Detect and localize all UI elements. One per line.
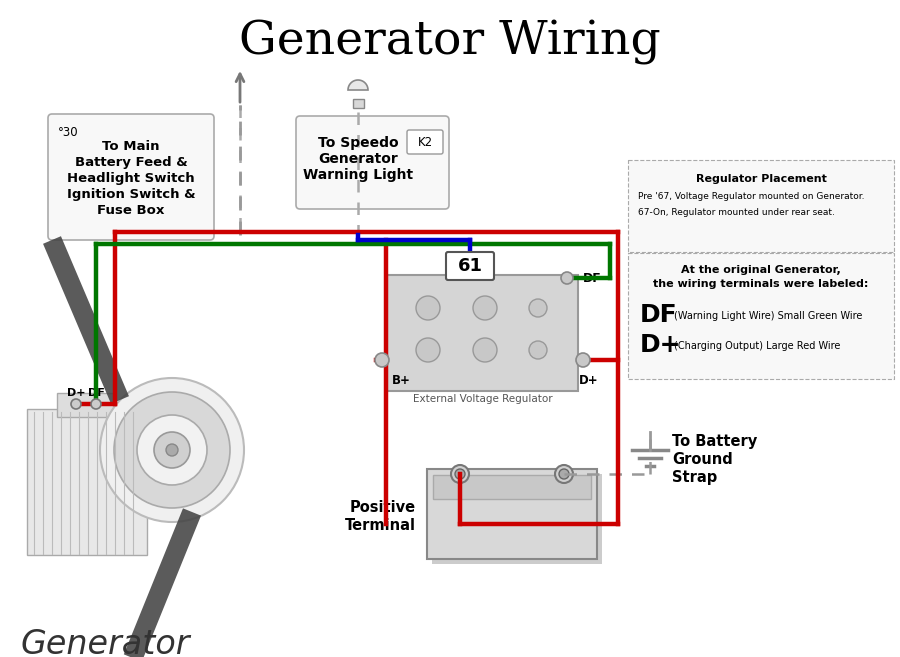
Circle shape xyxy=(473,296,497,320)
FancyBboxPatch shape xyxy=(427,469,597,559)
Circle shape xyxy=(555,465,573,483)
Text: Fuse Box: Fuse Box xyxy=(97,204,165,217)
FancyBboxPatch shape xyxy=(387,275,578,391)
FancyBboxPatch shape xyxy=(628,253,894,379)
Text: (Charging Output) Large Red Wire: (Charging Output) Large Red Wire xyxy=(674,341,841,351)
Text: Pre '67, Voltage Regulator mounted on Generator.: Pre '67, Voltage Regulator mounted on Ge… xyxy=(638,192,865,201)
Circle shape xyxy=(375,353,389,367)
Text: To Speedo: To Speedo xyxy=(319,136,399,150)
Circle shape xyxy=(576,353,590,367)
Text: Strap: Strap xyxy=(672,470,717,485)
Circle shape xyxy=(559,469,569,479)
Text: Battery Feed &: Battery Feed & xyxy=(75,156,187,169)
Circle shape xyxy=(416,338,440,362)
Text: To Battery: To Battery xyxy=(672,434,757,449)
Circle shape xyxy=(473,338,497,362)
Text: Terminal: Terminal xyxy=(345,518,416,533)
Text: 61: 61 xyxy=(457,257,482,275)
Text: External Voltage Regulator: External Voltage Regulator xyxy=(413,394,553,404)
Circle shape xyxy=(529,299,547,317)
FancyBboxPatch shape xyxy=(57,393,114,417)
Text: D+: D+ xyxy=(579,374,599,387)
Circle shape xyxy=(100,378,244,522)
Text: Ignition Switch &: Ignition Switch & xyxy=(67,188,195,201)
Circle shape xyxy=(114,392,230,508)
FancyBboxPatch shape xyxy=(628,160,894,252)
Text: Warning Light: Warning Light xyxy=(303,168,414,182)
Circle shape xyxy=(71,399,81,409)
Text: Regulator Placement: Regulator Placement xyxy=(696,174,826,184)
Circle shape xyxy=(561,272,573,284)
Circle shape xyxy=(529,341,547,359)
Text: Generator Wiring: Generator Wiring xyxy=(239,19,661,64)
FancyBboxPatch shape xyxy=(433,475,591,499)
Text: Positive: Positive xyxy=(350,500,416,515)
FancyBboxPatch shape xyxy=(432,474,602,564)
Text: the wiring terminals were labeled:: the wiring terminals were labeled: xyxy=(653,279,868,289)
Text: Generator: Generator xyxy=(20,628,190,657)
Circle shape xyxy=(455,469,465,479)
Text: Ground: Ground xyxy=(672,452,733,467)
FancyBboxPatch shape xyxy=(27,409,147,555)
Text: At the original Generator,: At the original Generator, xyxy=(681,265,841,275)
Circle shape xyxy=(166,444,178,456)
Text: D+: D+ xyxy=(640,333,681,357)
Circle shape xyxy=(154,432,190,468)
Text: K2: K2 xyxy=(418,135,433,148)
Circle shape xyxy=(451,465,469,483)
Circle shape xyxy=(91,399,101,409)
FancyBboxPatch shape xyxy=(407,130,443,154)
FancyBboxPatch shape xyxy=(48,114,214,240)
Text: D+: D+ xyxy=(67,388,86,398)
Text: Headlight Switch: Headlight Switch xyxy=(68,172,194,185)
Text: °30: °30 xyxy=(58,126,78,139)
Polygon shape xyxy=(348,80,368,90)
FancyBboxPatch shape xyxy=(353,99,364,108)
Text: (Warning Light Wire) Small Green Wire: (Warning Light Wire) Small Green Wire xyxy=(674,311,862,321)
Text: DF: DF xyxy=(640,303,678,327)
Circle shape xyxy=(137,415,207,485)
Text: DF: DF xyxy=(583,271,602,284)
Text: Generator: Generator xyxy=(319,152,399,166)
Text: 67-On, Regulator mounted under rear seat.: 67-On, Regulator mounted under rear seat… xyxy=(638,208,835,217)
Text: DF: DF xyxy=(87,388,104,398)
FancyBboxPatch shape xyxy=(446,252,494,280)
Circle shape xyxy=(416,296,440,320)
FancyBboxPatch shape xyxy=(296,116,449,209)
Text: B+: B+ xyxy=(392,374,411,387)
Text: To Main: To Main xyxy=(103,140,160,153)
